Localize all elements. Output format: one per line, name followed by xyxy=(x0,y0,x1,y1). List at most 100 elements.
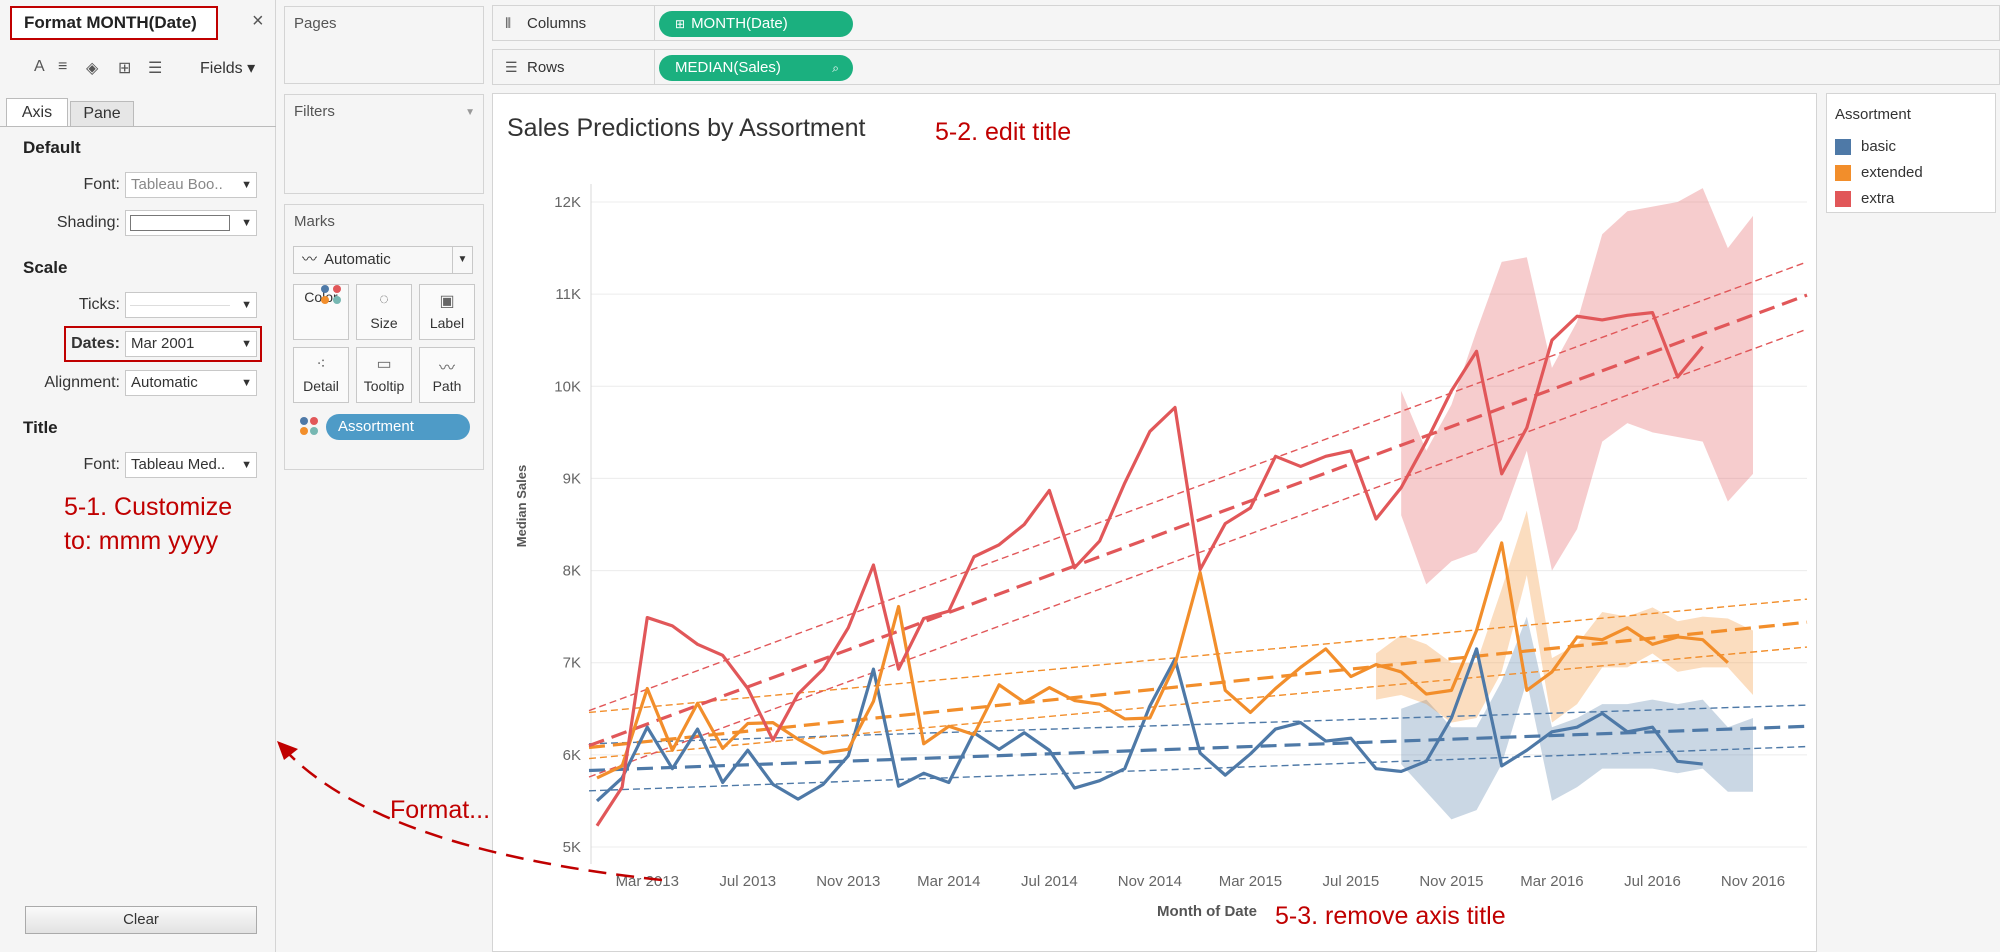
dates-select[interactable]: Mar 2001 ▼ xyxy=(125,331,257,357)
filters-card[interactable]: Filters ▼ xyxy=(284,94,484,194)
trend-upper-basic xyxy=(588,704,1808,745)
chevron-down-icon: ▼ xyxy=(241,459,252,471)
legend-item-extra[interactable]: extra xyxy=(1835,190,1894,208)
detail-mark-label: Detail xyxy=(303,378,339,394)
marks-card-title: Marks xyxy=(294,213,335,230)
trend-icon: ⌕ xyxy=(832,61,839,75)
title-font-select[interactable]: Tableau Med.. ▼ xyxy=(125,452,257,478)
filters-card-title: Filters xyxy=(294,103,335,120)
alignment-format-icon[interactable]: ≡ xyxy=(58,58,68,75)
path-mark-button[interactable]: 〰 Path xyxy=(419,347,475,403)
rows-shelf: ☰ Rows MEDIAN(Sales) ⌕ xyxy=(492,49,2000,85)
ticks-label: Ticks: xyxy=(78,296,120,313)
rows-icon: ☰ xyxy=(505,59,518,75)
alignment-select[interactable]: Automatic ▼ xyxy=(125,370,257,396)
x-axis-title: Month of Date xyxy=(1157,903,1257,920)
detail-icon: ⁖ xyxy=(316,356,326,373)
chart-title[interactable]: Sales Predictions by Assortment xyxy=(507,114,866,142)
customize-annotation: 5-1. Customize to: mmm yyyy xyxy=(64,490,232,558)
color-mark-button[interactable]: Color xyxy=(293,284,349,340)
pages-card-title: Pages xyxy=(294,15,337,32)
path-mark-label: Path xyxy=(432,378,462,394)
forecast-band-extra xyxy=(1401,188,1753,585)
trend-line-extra xyxy=(588,293,1808,748)
median-sales-pill[interactable]: MEDIAN(Sales) ⌕ xyxy=(659,55,853,81)
trend-upper-extended xyxy=(588,598,1808,714)
x-tick-label: Mar 2016 xyxy=(1520,873,1583,890)
tooltip-mark-label: Tooltip xyxy=(363,378,405,394)
legend-label: extra xyxy=(1861,190,1895,207)
tab-pane[interactable]: Pane xyxy=(70,101,134,127)
color-encoding-icon xyxy=(300,417,320,437)
columns-shelf-label: ⦀ Columns xyxy=(493,6,655,40)
borders-format-icon[interactable]: ⊞ xyxy=(118,60,132,77)
columns-icon: ⦀ xyxy=(505,15,512,31)
chevron-down-icon[interactable]: ▼ xyxy=(465,107,475,118)
size-icon: ◌ xyxy=(379,291,389,308)
title-font-select-value: Tableau Med.. xyxy=(131,456,226,473)
title-font-label: Font: xyxy=(83,456,120,473)
y-tick-label: 9K xyxy=(563,470,581,487)
x-tick-label: Nov 2015 xyxy=(1419,873,1483,890)
customize-annotation-line2: to: mmm yyyy xyxy=(64,527,219,555)
shading-select[interactable]: ▼ xyxy=(125,210,257,236)
tab-divider xyxy=(0,126,276,127)
x-tick-label: Mar 2013 xyxy=(616,873,679,890)
tooltip-mark-button[interactable]: ▭ Tooltip xyxy=(356,347,412,403)
path-icon: 〰 xyxy=(438,360,455,377)
mark-type-value: Automatic xyxy=(324,251,391,268)
x-tick-label: Nov 2013 xyxy=(816,873,880,890)
alignment-select-value: Automatic xyxy=(131,374,198,391)
label-icon: ▣ xyxy=(439,293,455,310)
font-select[interactable]: Tableau Boo.. ▼ xyxy=(125,172,257,198)
ticks-line-preview xyxy=(130,305,230,306)
tab-axis[interactable]: Axis xyxy=(6,98,68,127)
shading-label: Shading: xyxy=(56,214,120,231)
size-mark-button[interactable]: ◌ Size xyxy=(356,284,412,340)
y-axis-title: Median Sales xyxy=(514,465,529,547)
chart-view: 5K 6K 7K 8K 9K 10K 11K 12K Mar 2013 Jul 2013 Nov 2… xyxy=(492,93,1817,952)
scale-section-heading: Scale xyxy=(23,258,68,277)
x-tick-label: Jul 2015 xyxy=(1323,873,1380,890)
legend-swatch xyxy=(1835,191,1851,207)
font-format-icon[interactable]: A xyxy=(34,58,45,75)
series-line-basic xyxy=(595,647,1703,803)
assortment-color-pill[interactable]: Assortment xyxy=(326,414,470,440)
close-icon[interactable]: × xyxy=(252,10,264,32)
pages-card[interactable]: Pages xyxy=(284,6,484,84)
dates-highlight-box xyxy=(64,326,262,362)
ticks-select[interactable]: ▼ xyxy=(125,292,257,318)
x-tick-label: Jul 2016 xyxy=(1624,873,1681,890)
fields-dropdown[interactable]: Fields ▾ xyxy=(200,60,256,77)
rows-label-text: Rows xyxy=(527,59,565,76)
dates-select-value: Mar 2001 xyxy=(131,335,195,352)
trend-lower-extended xyxy=(588,646,1808,760)
chevron-down-icon: ▼ xyxy=(241,377,252,389)
alignment-label: Alignment: xyxy=(44,374,120,391)
title-section-heading: Title xyxy=(23,418,58,437)
label-mark-button[interactable]: ▣ Label xyxy=(419,284,475,340)
series-line-extra xyxy=(595,310,1704,827)
legend-swatch xyxy=(1835,139,1851,155)
legend-item-extended[interactable]: extended xyxy=(1835,164,1923,182)
customize-annotation-line1: 5-1. Customize xyxy=(64,493,233,521)
legend-label: extended xyxy=(1861,164,1923,181)
x-tick-label: Mar 2015 xyxy=(1219,873,1282,890)
format-pane-title: Format MONTH(Date) xyxy=(10,6,218,40)
chevron-down-icon: ▼ xyxy=(241,179,252,191)
legend-item-basic[interactable]: basic xyxy=(1835,138,1896,156)
forecast-band-basic xyxy=(1401,616,1753,820)
detail-mark-button[interactable]: ⁖ Detail xyxy=(293,347,349,403)
lines-format-icon[interactable]: ☰ xyxy=(148,60,163,77)
clear-button[interactable]: Clear xyxy=(25,906,257,934)
trend-lower-basic xyxy=(588,745,1808,792)
label-mark-label: Label xyxy=(429,315,465,331)
mark-type-dropdown[interactable]: 〰 Automatic ▼ xyxy=(293,246,473,274)
shading-format-icon[interactable]: ◈ xyxy=(86,60,99,77)
legend-label: basic xyxy=(1861,138,1897,155)
y-tick-label: 11K xyxy=(555,286,581,303)
columns-shelf: ⦀ Columns ⊞ MONTH(Date) xyxy=(492,5,2000,41)
chevron-down-icon[interactable]: ▼ xyxy=(452,247,472,273)
y-tick-label: 7K xyxy=(563,655,581,672)
month-date-pill[interactable]: ⊞ MONTH(Date) xyxy=(659,11,853,37)
